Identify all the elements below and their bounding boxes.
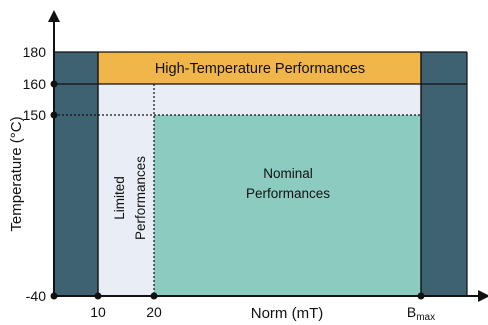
y-tick-160: 160 <box>23 76 47 92</box>
point-y150 <box>50 111 58 119</box>
point-x10 <box>94 292 102 300</box>
high-temperature-label: High-Temperature Performances <box>155 61 365 77</box>
x-tick-bmax: Bmax <box>407 304 435 323</box>
high-temperature-band <box>98 52 421 84</box>
y-tick-150: 150 <box>23 107 47 123</box>
left-dark-band <box>54 52 98 296</box>
y-tick-minus40: -40 <box>26 288 46 304</box>
y-tick-180: 180 <box>23 44 47 60</box>
point-origin <box>50 292 58 300</box>
nominal-label-line1: Nominal <box>263 166 313 181</box>
right-dark-band <box>421 52 467 296</box>
limited-label-line2: Performances <box>133 156 148 240</box>
bmax-subscript: max <box>416 312 435 323</box>
x-tick-20: 20 <box>146 304 162 320</box>
x-tick-10: 10 <box>90 304 106 320</box>
bmax-base: B <box>407 304 416 320</box>
nominal-label-line2: Performances <box>246 186 330 201</box>
x-axis-title: Norm (mT) <box>251 305 323 322</box>
limited-label-line1: Limited <box>112 176 127 220</box>
y-axis-title: Temperature (°C) <box>8 116 25 231</box>
point-bmax <box>417 292 425 300</box>
point-x20 <box>150 292 158 300</box>
point-y160 <box>50 80 58 88</box>
nominal-region <box>154 115 421 296</box>
